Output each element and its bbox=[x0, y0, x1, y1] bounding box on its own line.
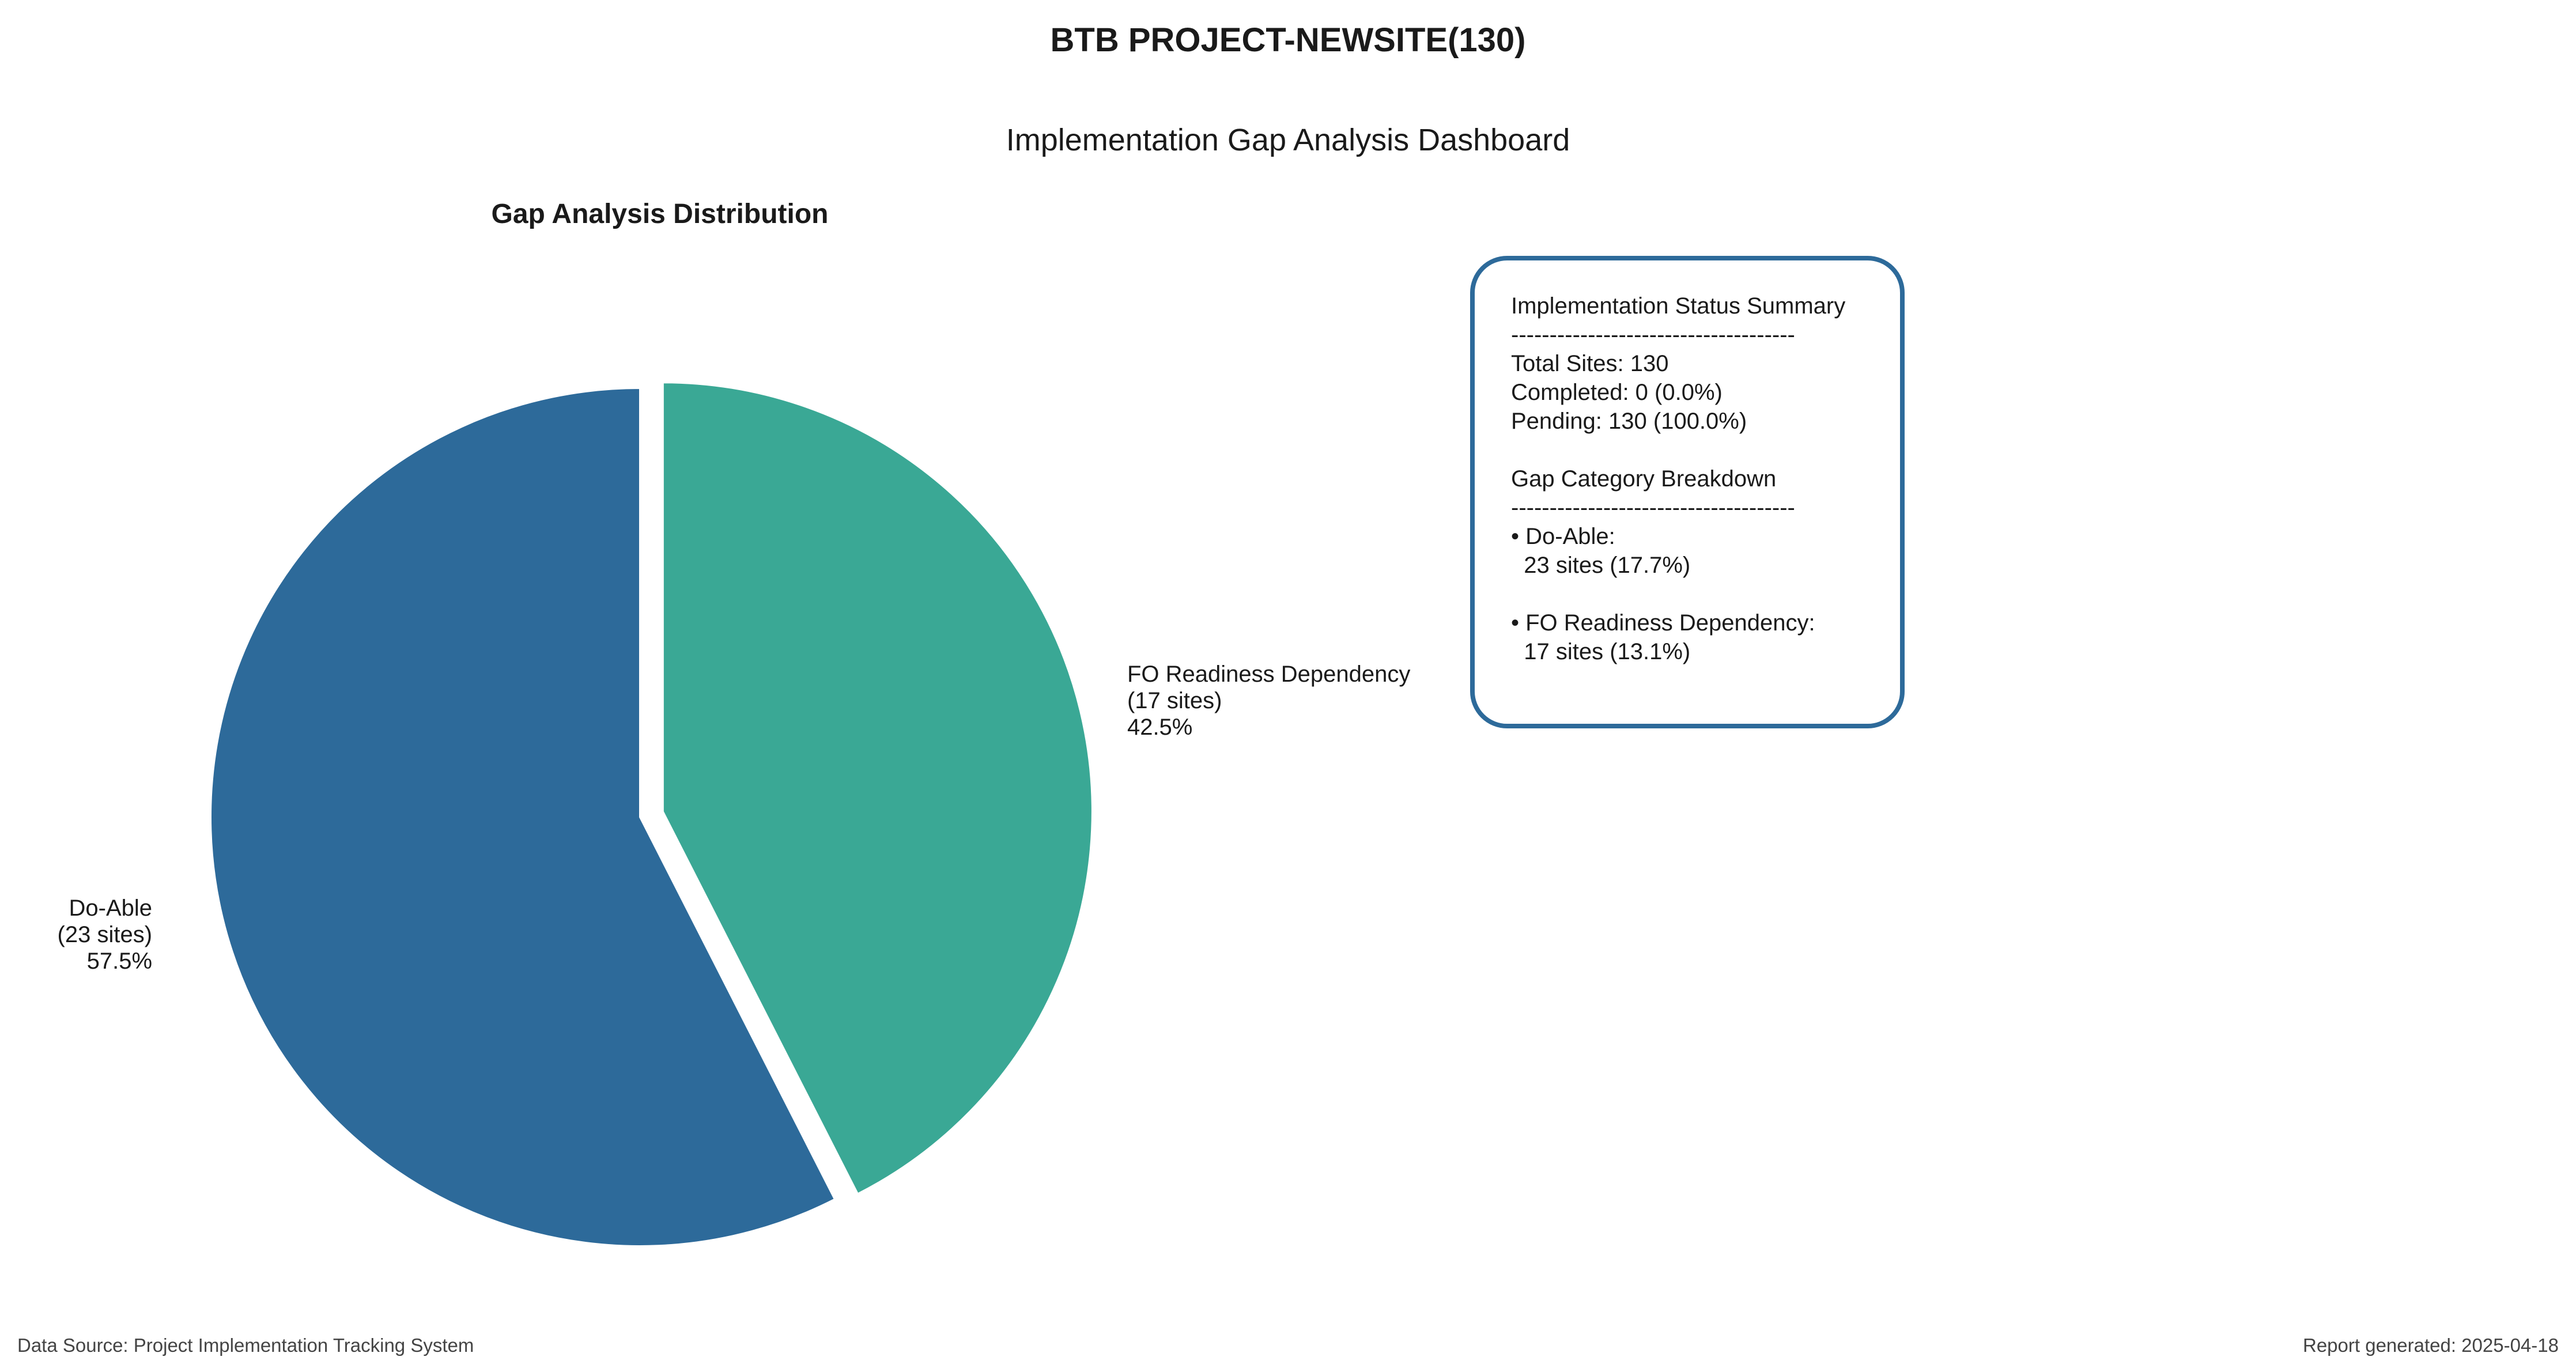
summary-completed: Completed: 0 (0.0%) bbox=[1511, 380, 1723, 405]
breakdown-item-label: • Do-Able: bbox=[1511, 524, 1615, 549]
report-date: Report generated: 2025-04-18 bbox=[2303, 1335, 2559, 1356]
breakdown-item-value: 17 sites (13.1%) bbox=[1511, 639, 1691, 664]
breakdown-item-label: • FO Readiness Dependency: bbox=[1511, 610, 1815, 636]
summary-divider: ------------------------------------- bbox=[1511, 322, 1795, 347]
pie-slice-fo-readiness-dependency bbox=[662, 382, 1093, 1195]
summary-text: Implementation Status Summary -----------… bbox=[1511, 292, 1845, 666]
summary-spacer bbox=[1511, 436, 1845, 464]
pie-slice-label: FO Readiness Dependency (17 sites) 42.5% bbox=[1127, 662, 1410, 740]
breakdown-heading: Gap Category Breakdown bbox=[1511, 466, 1777, 492]
breakdown-divider: ------------------------------------- bbox=[1511, 495, 1795, 520]
summary-spacer bbox=[1511, 580, 1845, 609]
pie-slice-do-able bbox=[210, 387, 836, 1246]
pie-slice-label: Do-Able (23 sites) 57.5% bbox=[58, 895, 153, 974]
chart-title: Gap Analysis Distribution bbox=[491, 199, 829, 229]
summary-total: Total Sites: 130 bbox=[1511, 351, 1669, 376]
summary-heading: Implementation Status Summary bbox=[1511, 293, 1846, 319]
summary-pending: Pending: 130 (100.0%) bbox=[1511, 409, 1747, 434]
breakdown-item-value: 23 sites (17.7%) bbox=[1511, 553, 1691, 578]
data-source-note: Data Source: Project Implementation Trac… bbox=[17, 1335, 474, 1356]
summary-box bbox=[1470, 256, 1905, 728]
page-title: BTB PROJECT-NEWSITE(130) bbox=[1050, 21, 1526, 59]
page-subtitle: Implementation Gap Analysis Dashboard bbox=[1006, 123, 1570, 157]
